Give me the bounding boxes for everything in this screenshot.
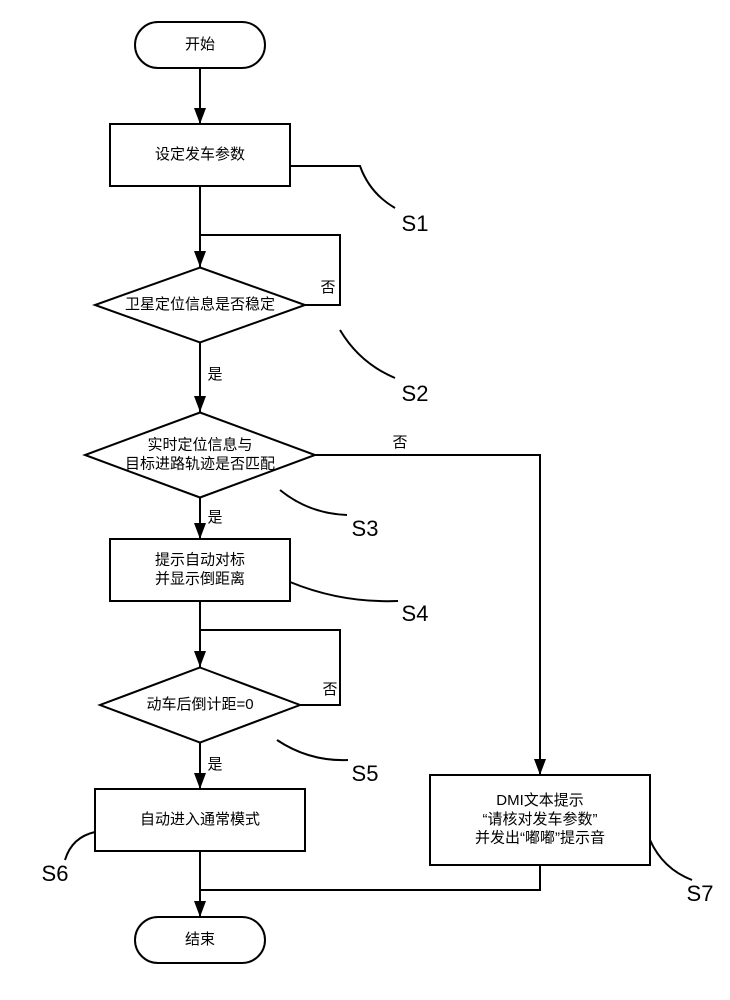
svg-text:S1: S1	[402, 211, 429, 236]
svg-text:S5: S5	[352, 761, 379, 786]
svg-text:设定发车参数: 设定发车参数	[155, 146, 245, 163]
svg-text:并显示倒距离: 并显示倒距离	[155, 570, 245, 587]
edge-2: 是	[200, 343, 223, 412]
svg-text:是: 是	[207, 509, 222, 526]
node-s7: DMI文本提示 “请核对发车参数” 并发出“嘟嘟”提示音	[430, 775, 650, 865]
svg-text:DMI文本提示: DMI文本提示	[496, 792, 584, 809]
svg-text:S7: S7	[687, 881, 714, 906]
svg-text:否: 否	[322, 681, 337, 698]
svg-text:S6: S6	[42, 861, 69, 886]
callout-S5: S5	[277, 740, 378, 786]
node-s6: 自动进入通常模式	[95, 789, 305, 851]
node-end: 结束	[135, 917, 265, 963]
node-s2: 卫星定位信息是否稳定	[95, 268, 305, 343]
svg-text:否: 否	[392, 434, 407, 451]
svg-text:卫星定位信息是否稳定: 卫星定位信息是否稳定	[125, 296, 275, 313]
svg-text:目标进路轨迹是否匹配: 目标进路轨迹是否匹配	[125, 455, 275, 472]
node-start: 开始	[135, 22, 265, 68]
svg-text:是: 是	[207, 366, 222, 383]
edge-4: 是	[200, 497, 223, 539]
svg-text:自动进入通常模式: 自动进入通常模式	[140, 811, 260, 828]
svg-text:并发出“嘟嘟”提示音: 并发出“嘟嘟”提示音	[475, 830, 605, 847]
svg-text:动车后倒计距=0: 动车后倒计距=0	[146, 696, 253, 713]
svg-text:提示自动对标: 提示自动对标	[155, 552, 245, 569]
callout-S1: S1	[290, 166, 428, 236]
edge-10	[200, 865, 540, 890]
callout-S7: S7	[650, 840, 713, 906]
callout-S3: S3	[280, 490, 378, 541]
svg-text:是: 是	[207, 756, 222, 773]
svg-text:S4: S4	[402, 601, 429, 626]
node-s3: 实时定位信息与目标进路轨迹是否匹配	[85, 413, 315, 498]
svg-text:“请核对发车参数”: “请核对发车参数”	[483, 811, 598, 828]
svg-text:S2: S2	[402, 381, 429, 406]
edge-7: 是	[200, 743, 223, 789]
svg-text:开始: 开始	[185, 36, 215, 53]
svg-text:实时定位信息与: 实时定位信息与	[147, 437, 252, 454]
node-s5: 动车后倒计距=0	[100, 668, 300, 743]
node-s4: 提示自动对标并显示倒距离	[110, 539, 290, 601]
callout-S2: S2	[340, 330, 428, 406]
callout-S6: S6	[42, 832, 95, 886]
svg-text:否: 否	[320, 279, 335, 296]
flowchart-diagram: 开始设定发车参数卫星定位信息是否稳定实时定位信息与目标进路轨迹是否匹配提示自动对…	[0, 0, 730, 1000]
node-s1: 设定发车参数	[110, 124, 290, 186]
svg-text:结束: 结束	[185, 931, 215, 948]
svg-text:S3: S3	[352, 516, 379, 541]
callout-S4: S4	[290, 582, 428, 626]
